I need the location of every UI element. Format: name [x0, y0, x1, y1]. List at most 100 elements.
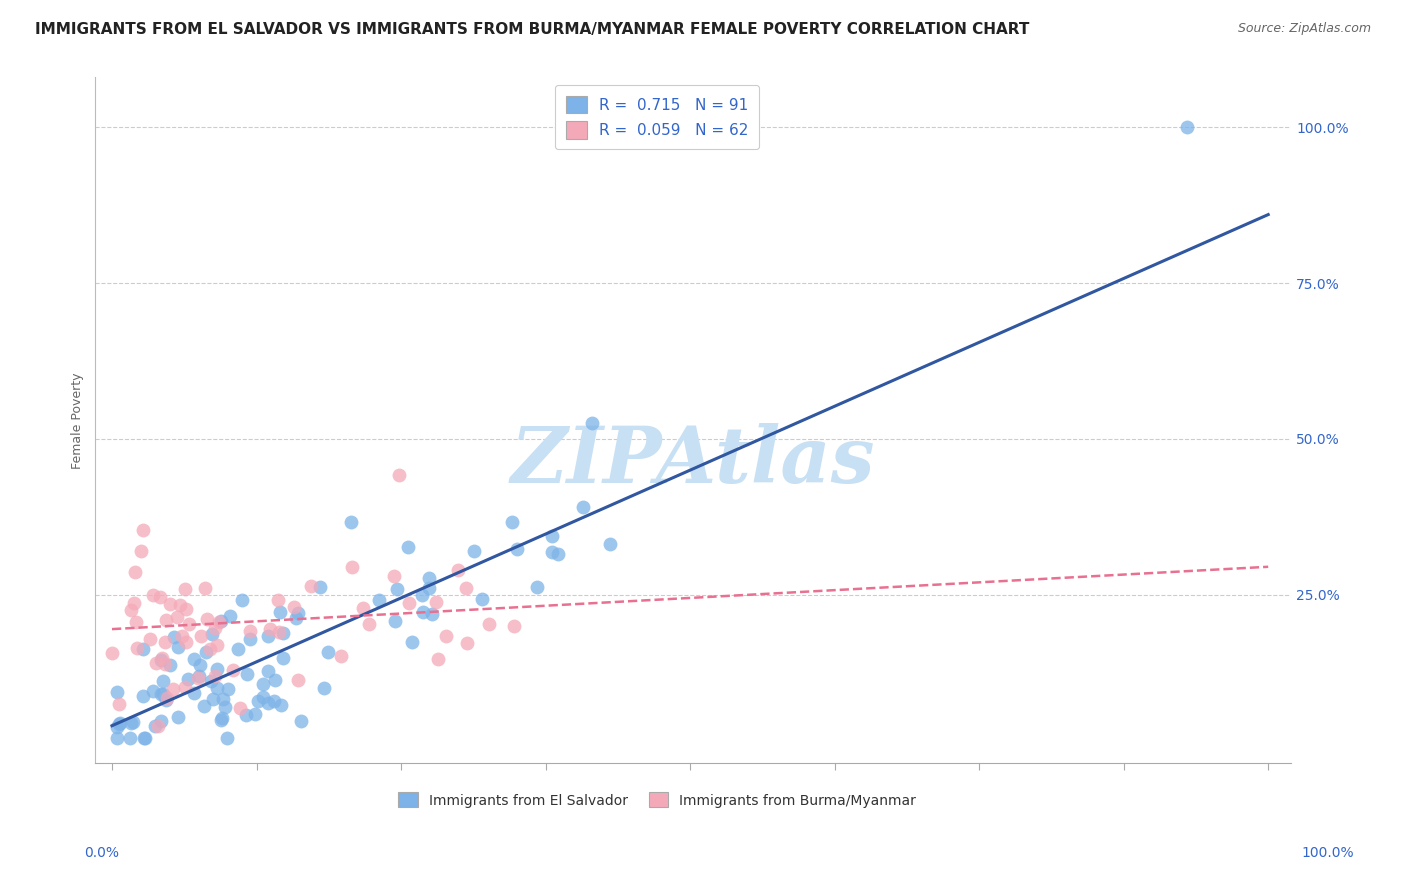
Point	[572, 500, 595, 514]
Text: Source: ZipAtlas.com: Source: ZipAtlas.com	[1237, 22, 1371, 36]
Point	[239, 624, 262, 639]
Point	[290, 714, 312, 728]
Point	[120, 603, 142, 617]
Point	[201, 627, 224, 641]
Point	[231, 593, 253, 607]
Point	[257, 665, 280, 679]
Point	[209, 714, 232, 728]
Point	[143, 719, 166, 733]
Point	[401, 635, 423, 649]
Point	[256, 696, 278, 710]
Point	[501, 515, 523, 529]
Point	[155, 613, 177, 627]
Point	[207, 681, 229, 695]
Point	[269, 605, 291, 619]
Point	[541, 545, 564, 559]
Point	[132, 641, 155, 656]
Point	[219, 608, 242, 623]
Point	[252, 690, 274, 704]
Point	[309, 581, 332, 595]
Point	[209, 614, 232, 628]
Point	[221, 663, 243, 677]
Point	[150, 651, 173, 665]
Point	[287, 606, 309, 620]
Point	[214, 700, 236, 714]
Point	[193, 699, 215, 714]
Point	[156, 691, 179, 706]
Point	[418, 581, 440, 595]
Point	[581, 416, 603, 430]
Text: ZIPAtlas: ZIPAtlas	[510, 423, 876, 500]
Point	[139, 632, 162, 646]
Point	[152, 674, 174, 689]
Point	[471, 591, 494, 606]
Point	[204, 669, 226, 683]
Point	[105, 684, 128, 698]
Point	[339, 515, 361, 529]
Point	[359, 616, 381, 631]
Point	[190, 629, 212, 643]
Point	[169, 598, 191, 612]
Point	[149, 590, 172, 604]
Point	[217, 681, 239, 696]
Point	[246, 694, 269, 708]
Point	[162, 681, 184, 696]
Point	[502, 619, 524, 633]
Point	[243, 706, 266, 721]
Point	[159, 657, 181, 672]
Point	[195, 612, 218, 626]
Point	[101, 646, 124, 660]
Point	[188, 658, 211, 673]
Point	[271, 650, 294, 665]
Point	[125, 615, 148, 630]
Point	[174, 602, 197, 616]
Point	[170, 629, 193, 643]
Point	[150, 653, 173, 667]
Point	[396, 540, 419, 554]
Point	[456, 581, 478, 595]
Point	[204, 621, 226, 635]
Point	[124, 565, 146, 579]
Point	[287, 673, 309, 687]
Point	[174, 635, 197, 649]
Point	[183, 686, 205, 700]
Point	[239, 632, 262, 646]
Point	[107, 716, 129, 731]
Point	[132, 689, 155, 703]
Point	[166, 710, 188, 724]
Point	[256, 629, 278, 643]
Point	[271, 626, 294, 640]
Point	[599, 537, 621, 551]
Legend: Immigrants from El Salvador, Immigrants from Burma/Myanmar: Immigrants from El Salvador, Immigrants …	[391, 785, 922, 814]
Point	[541, 529, 564, 543]
Point	[263, 673, 285, 687]
Point	[163, 630, 186, 644]
Point	[122, 596, 145, 610]
Point	[263, 693, 285, 707]
Point	[330, 648, 353, 663]
Point	[456, 635, 478, 649]
Point	[212, 692, 235, 706]
Point	[152, 688, 174, 702]
Point	[194, 645, 217, 659]
Point	[174, 680, 197, 694]
Point	[179, 616, 201, 631]
Point	[547, 547, 569, 561]
Point	[155, 693, 177, 707]
Point	[478, 617, 501, 632]
Point	[183, 652, 205, 666]
Point	[105, 720, 128, 734]
Point	[340, 559, 363, 574]
Point	[463, 544, 485, 558]
Point	[385, 582, 408, 597]
Point	[149, 714, 172, 729]
Point	[134, 731, 156, 746]
Point	[121, 714, 143, 729]
Point	[202, 691, 225, 706]
Point	[425, 595, 447, 609]
Point	[134, 731, 156, 746]
Point	[108, 715, 131, 730]
Point	[129, 544, 152, 558]
Point	[145, 656, 167, 670]
Point	[166, 610, 188, 624]
